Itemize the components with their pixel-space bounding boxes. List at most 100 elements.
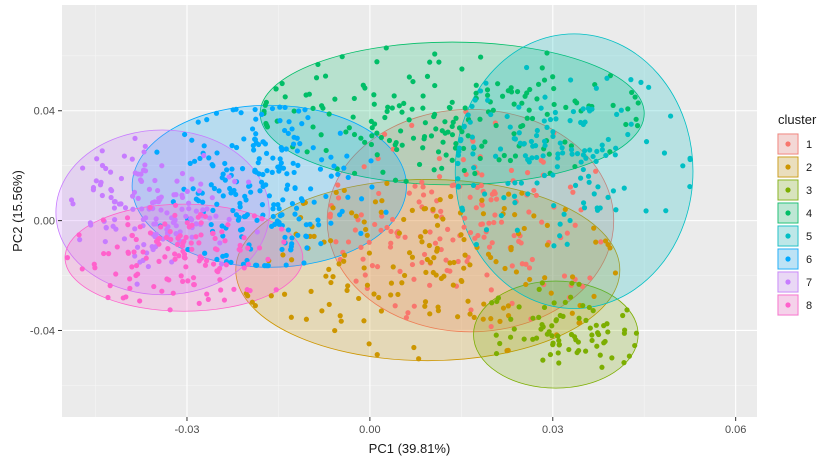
cluster-5-point (469, 134, 475, 140)
cluster-1-point (488, 197, 494, 203)
cluster-3-point (569, 280, 575, 286)
cluster-6-point (282, 234, 288, 240)
cluster-4-point (343, 129, 349, 135)
cluster-6-point (253, 169, 259, 175)
cluster-6-point (304, 245, 310, 251)
cluster-2-point (303, 316, 310, 322)
cluster-1-point (488, 323, 494, 330)
cluster-2-point (338, 318, 344, 324)
cluster-7-point (254, 229, 260, 235)
cluster-5-point (605, 136, 611, 143)
cluster-1-point (379, 213, 385, 219)
cluster-2-point (612, 270, 619, 276)
cluster-6-point (339, 208, 345, 214)
cluster-2-point (401, 216, 407, 223)
cluster-6-point (243, 197, 249, 203)
cluster-4-point (449, 99, 455, 105)
cluster-8-point (195, 214, 201, 220)
cluster-1-point (475, 232, 481, 239)
cluster-6-point (277, 104, 283, 110)
cluster-6-point (259, 202, 266, 208)
cluster-6-point (335, 171, 341, 177)
cluster-3-point (540, 324, 546, 330)
cluster-7-point (108, 194, 114, 201)
cluster-1-point (486, 244, 493, 250)
cluster-4-point (635, 100, 641, 106)
cluster-5-point (605, 194, 611, 200)
cluster-3-point (576, 347, 582, 354)
cluster-6-point (201, 143, 207, 149)
cluster-4-point (453, 140, 459, 147)
cluster-4-point (362, 85, 368, 91)
cluster-1-point (419, 179, 425, 185)
cluster-3-point (609, 355, 615, 361)
cluster-3-point (622, 327, 628, 333)
cluster-4-point (452, 145, 459, 151)
cluster-6-point (252, 137, 258, 143)
cluster-1-point (372, 221, 378, 228)
cluster-5-point (614, 111, 620, 118)
cluster-3-point (605, 329, 611, 335)
cluster-2-point (542, 275, 548, 281)
cluster-2-point (349, 210, 355, 216)
cluster-7-point (193, 221, 199, 227)
cluster-6-point (208, 221, 214, 228)
cluster-2-point (480, 211, 487, 217)
cluster-8-point (143, 255, 149, 261)
cluster-6-point (295, 162, 301, 168)
cluster-6-point (250, 142, 256, 149)
cluster-4-point (304, 149, 310, 155)
cluster-4-point (432, 111, 438, 118)
cluster-1-point (411, 276, 417, 282)
cluster-6-point (277, 156, 283, 162)
cluster-4-point (428, 133, 435, 139)
cluster-6-point (337, 130, 343, 136)
cluster-5-point (534, 127, 540, 134)
x-tick-label: 0.06 (725, 424, 746, 436)
cluster-2-point (371, 291, 377, 297)
legend-item-cluster-8: 8 (777, 294, 812, 316)
cluster-8-point (101, 250, 107, 257)
cluster-5-point (470, 182, 477, 189)
cluster-8-point (178, 273, 184, 279)
cluster-7-point (226, 174, 232, 180)
y-axis-ticks: -0.04 0.00 0.04 (30, 106, 62, 337)
cluster-8-point (204, 291, 210, 297)
cluster-2-point (502, 265, 508, 272)
cluster-4-point (473, 82, 479, 88)
cluster-5-point (458, 136, 464, 143)
cluster-3-point (547, 351, 554, 358)
cluster-2-point (326, 266, 332, 273)
cluster-2-point (562, 206, 568, 213)
cluster-8-point (158, 224, 164, 230)
cluster-8-point (218, 287, 224, 293)
cluster-5-point (567, 217, 573, 224)
cluster-2-point (411, 344, 417, 351)
cluster-7-point (159, 163, 165, 169)
cluster-7-point (103, 165, 109, 172)
cluster-5-point (618, 107, 624, 113)
cluster-5-point (589, 106, 595, 112)
cluster-1-point (498, 219, 505, 225)
cluster-5-point (483, 227, 490, 233)
cluster-8-point (113, 271, 119, 277)
cluster-7-point (164, 210, 170, 216)
cluster-4-point (499, 93, 506, 99)
grid-major-lines (62, 5, 757, 417)
cluster-4-point (346, 125, 352, 131)
cluster-4-point (512, 153, 519, 159)
cluster-6-point (214, 150, 220, 156)
cluster-4-point (368, 141, 375, 148)
cluster-1-point (432, 240, 439, 246)
cluster-1-point (526, 265, 533, 271)
cluster-7-point (196, 188, 202, 194)
plot-panel (62, 5, 757, 417)
cluster-6-point (263, 182, 269, 188)
cluster-6-point (195, 198, 202, 204)
cluster-5-point (471, 165, 477, 171)
cluster-4-point (568, 143, 575, 149)
cluster-1-point (450, 237, 456, 243)
cluster-4-point (432, 51, 438, 57)
cluster-6-point (219, 223, 225, 229)
cluster-1-point (461, 224, 467, 230)
